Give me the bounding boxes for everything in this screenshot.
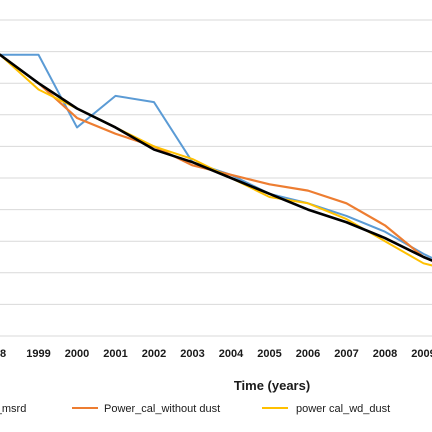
x-tick-label: 98 (0, 348, 6, 360)
x-axis-title: Time (years) (234, 378, 310, 393)
gridlines (0, 19, 432, 337)
legend: er_msrd Power_cal_without dust power cal_w… (0, 403, 390, 415)
x-tick-label: 2005 (257, 348, 281, 360)
series-line-4 (0, 53, 432, 262)
legend-label: Power_cal_without dust (104, 403, 220, 415)
series-line-3 (0, 53, 432, 267)
x-tick-label: 2003 (180, 348, 204, 360)
x-tick-label: 2002 (142, 348, 166, 360)
x-tick-label: 2004 (219, 348, 244, 360)
series-line-1 (0, 53, 432, 260)
x-tick-label: 2000 (65, 348, 89, 360)
x-tick-label: 2007 (334, 348, 358, 360)
x-tick-label: 1999 (26, 348, 50, 360)
x-tick-label: 2006 (296, 348, 320, 360)
x-tick-label: 2001 (103, 348, 127, 360)
x-tick-label: 2008 (373, 348, 397, 360)
x-tick-labels: 98 1999 2000 2001 2002 2003 2004 2005 2006 2007 20… (0, 348, 432, 360)
x-tick-label: 2009 (411, 348, 432, 360)
legend-label: power cal_wd_dust (296, 403, 390, 415)
series-line-2 (0, 53, 432, 262)
series-lines (0, 53, 432, 267)
legend-label: er_msrd (0, 403, 26, 415)
